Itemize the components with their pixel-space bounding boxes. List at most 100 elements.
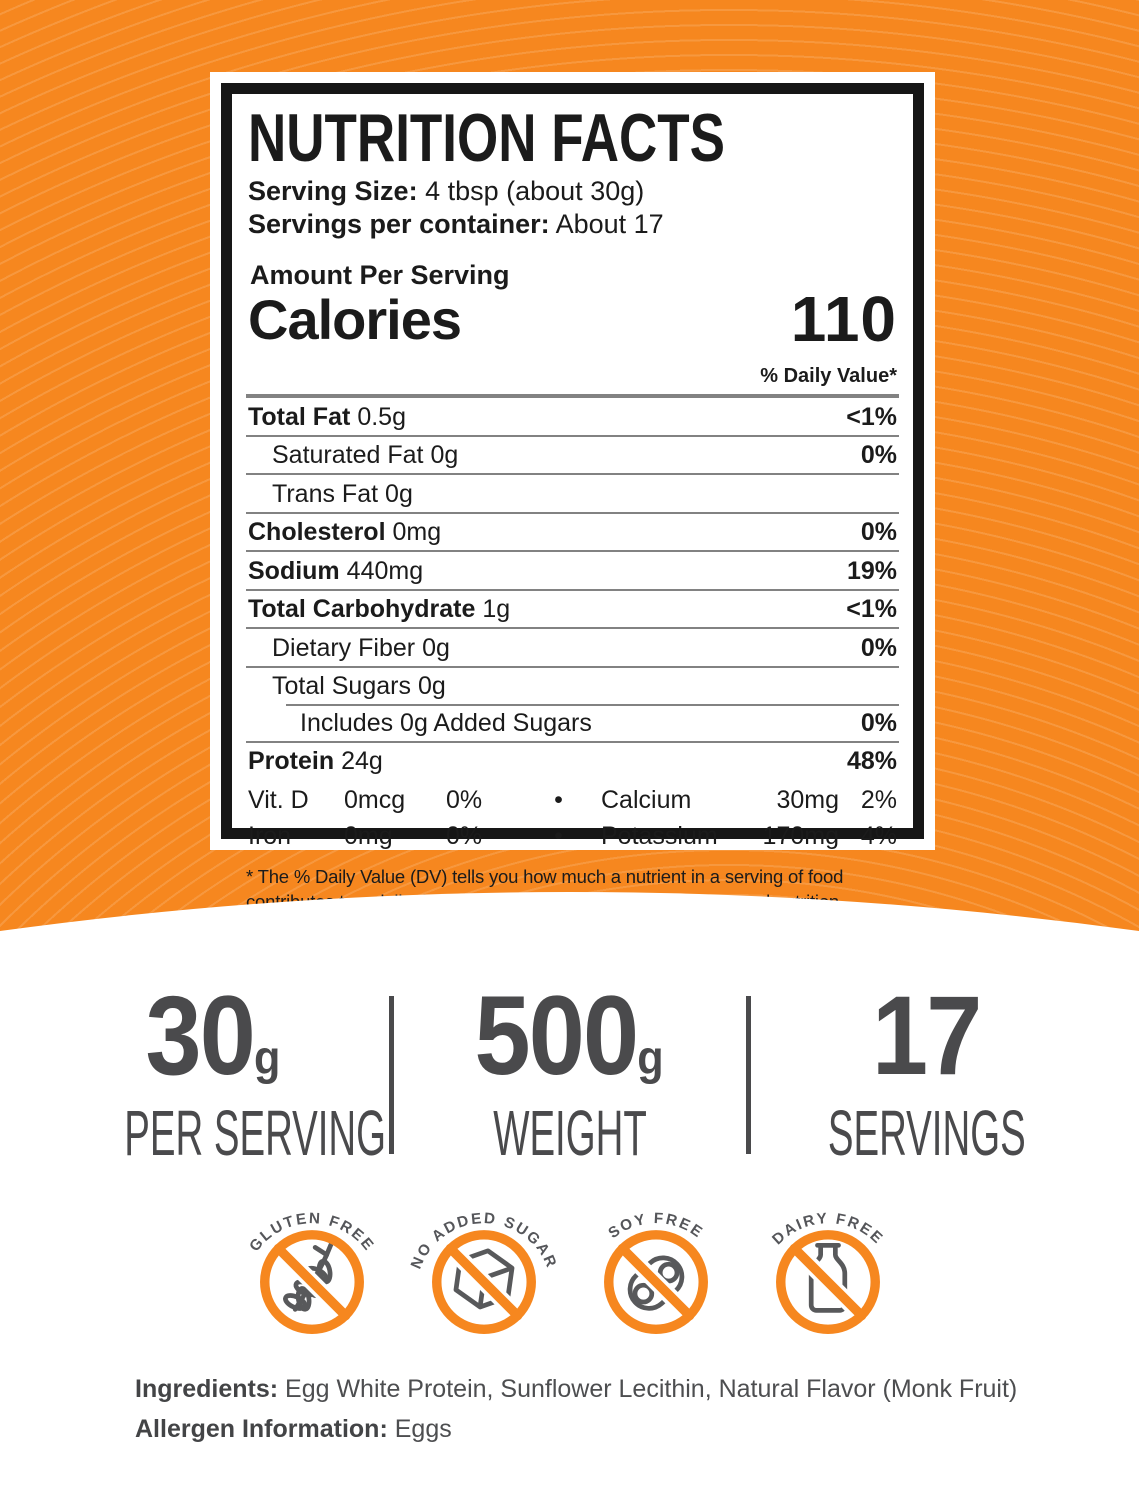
nutrient-row-cholesterol: Cholesterol 0mg 0% [246,511,899,551]
nutrient-row-sodium: Sodium 440mg 19% [246,550,899,589]
no-slash-icon [445,1243,522,1321]
nutrient-name: Total Fat [248,402,351,431]
nutrient-dv: <1% [846,595,897,624]
nutrient-name: Total Sugars [272,672,411,701]
badge-label: NO ADDED SUGAR [407,1210,557,1272]
calories-value: 110 [790,282,897,355]
stat-value: 500 [474,973,640,1098]
stat-label: PER SERVING [123,1096,386,1169]
stat-label: WEIGHT [492,1096,647,1169]
nutrient-amount: 0.5g [357,402,406,431]
micronutrient-name: Iron [248,822,292,851]
nutrient-dv: 19% [846,556,897,585]
ingredients-label: Ingredients: [135,1374,279,1403]
nutrition-facts-title: NUTRITION FACTS [248,100,725,177]
nutrient-dv: 0% [860,441,897,470]
servings-per-container-line: Servings per container: About 17 [248,208,899,241]
servings-per-container-label: Servings per container: [248,208,550,239]
nutrient-amount: 0g [417,672,446,701]
serving-size-label: Serving Size: [248,176,418,206]
nutrient-row-total-fat: Total Fat 0.5g <1% [246,396,899,435]
calories-label: Calories [248,288,462,352]
nutrient-row-total-carbohydrate: Total Carbohydrate 1g <1% [246,588,899,628]
no-slash-icon [617,1243,694,1321]
nutrient-amount: 0mg [392,518,442,547]
daily-value-header: % Daily Value* [246,356,899,397]
nutrition-facts-panel: NUTRITION FACTS Serving Size: 4 tbsp (ab… [210,72,935,936]
nutrient-amount: 0g [385,479,413,508]
amount-per-serving-label: Amount Per Serving [250,259,510,290]
no-slash-icon [273,1243,350,1321]
svg-text:NO ADDED SUGAR: NO ADDED SUGAR [407,1210,560,1272]
allergen-line: Allergen Information: Eggs [135,1409,1085,1450]
svg-text:DAIRY FREE: DAIRY FREE [769,1210,887,1248]
serving-size-value: 4 tbsp (about 30g) [425,176,645,206]
ingredients-section: Ingredients: Egg White Protein, Sunflowe… [135,1369,1085,1450]
badge-soy-free: SOY FREE [572,1181,740,1339]
nutrient-row-dietary-fiber: Dietary Fiber 0g 0% [246,627,899,666]
micronutrient-dv: 4% [860,822,897,851]
nutrient-amount: 440mg [346,556,424,585]
bullet-separator: • [554,786,563,815]
badge-label: DAIRY FREE [769,1210,885,1248]
nutrient-name: Includes 0g Added Sugars [300,708,592,737]
nutrient-name: Cholesterol [248,518,386,547]
nutrient-dv: 0% [860,708,897,737]
badge-gluten-free: GLUTEN FREE [228,1181,396,1339]
micronutrient-amount: 0mg [344,822,393,851]
badge-no-added-sugar: NO ADDED SUGAR [400,1181,568,1339]
bullet-separator: • [554,822,563,851]
stat-divider [745,996,751,1155]
nutrient-dv: <1% [846,402,897,431]
nutrient-dv: 0% [860,633,897,662]
servings-per-container-value: About 17 [555,208,664,239]
stat-weight: 500g WEIGHT [394,980,746,1169]
micronutrient-name: Vit. D [248,786,309,815]
product-stats-row: 30g PER SERVING 500g WEIGHT 17 SERVINGS [0,980,1139,1169]
micronutrient-name: Potassium [601,822,718,851]
stat-per-serving: 30g PER SERVING [37,980,389,1169]
orange-hero-background: NUTRITION FACTS Serving Size: 4 tbsp (ab… [0,0,1139,948]
nutrient-name: Trans Fat [272,479,379,508]
nutrition-facts-border: NUTRITION FACTS Serving Size: 4 tbsp (ab… [221,83,924,936]
stat-unit: g [637,1032,665,1085]
nutrient-row-saturated-fat: Saturated Fat 0g 0% [246,434,899,474]
nutrient-name: Protein [248,747,335,776]
ingredients-line: Ingredients: Egg White Protein, Sunflowe… [135,1369,1085,1410]
nutrient-row-trans-fat: Trans Fat 0g [246,473,899,512]
stat-value: 30 [145,973,255,1098]
nutrient-row-added-sugars: Includes 0g Added Sugars 0% [246,704,899,741]
nutrient-name: Sodium [248,556,340,585]
allergen-label: Allergen Information: [135,1415,388,1444]
nutrient-row-protein: Protein 24g 48% [246,740,899,780]
nutrient-amount: 24g [341,747,383,776]
nutrient-name: Total Carbohydrate [248,595,476,624]
calories-row: Calories 110 [248,282,897,355]
stat-value: 17 [872,973,982,1098]
white-curve-divider [0,892,1139,948]
micronutrient-dv: 2% [860,786,897,815]
stat-unit: g [253,1032,280,1085]
nutrient-row-total-sugars: Total Sugars 0g [246,665,899,705]
allergen-value: Eggs [394,1415,452,1444]
micronutrient-amount: 0mcg [344,786,406,815]
dietary-badges-row: GLUTEN FREE NO ADDED SUGAR [0,1181,1139,1339]
micronutrient-row-1: Vit. D 0mcg 0% • Calcium 30mg 2% [246,781,899,817]
nutrient-dv: 48% [846,747,897,776]
nutrient-amount: 0g [430,441,459,470]
micronutrient-amount: 170mg [762,822,839,851]
stat-divider [388,996,394,1155]
nutrient-amount: 0g [422,633,450,662]
ingredients-value: Egg White Protein, Sunflower Lecithin, N… [285,1374,1018,1403]
micronutrient-row-2: Iron 0mg 0% • Potassium 170mg 4% [246,817,899,853]
stat-servings: 17 SERVINGS [751,980,1103,1169]
nutrient-name: Dietary Fiber [272,633,416,662]
micronutrient-name: Calcium [601,786,692,815]
badge-dairy-free: DAIRY FREE [744,1181,912,1339]
micronutrient-dv: 0% [446,786,483,815]
nutrient-name: Saturated Fat [272,441,424,470]
serving-size-line: Serving Size: 4 tbsp (about 30g) [248,175,899,208]
micronutrient-amount: 30mg [776,786,839,815]
stat-label: SERVINGS [827,1096,1026,1169]
nutrient-amount: 1g [482,595,511,624]
